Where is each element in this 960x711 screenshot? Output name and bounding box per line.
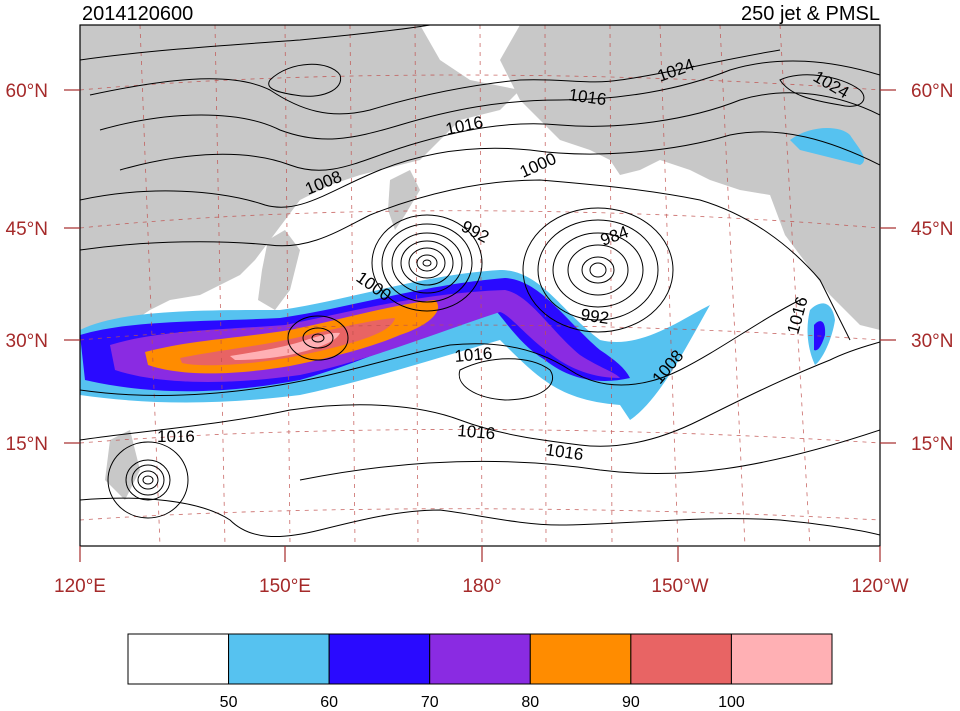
philippines-land (105, 430, 140, 500)
japan-land (258, 230, 300, 310)
lon-label: 180° (462, 576, 501, 597)
contour-label: 992 (579, 305, 610, 328)
asia-land (80, 25, 520, 375)
lat-label: 30°N (6, 331, 48, 352)
colorbar-swatch (730, 633, 833, 685)
colorbar: 50 60 70 80 90 100 (127, 633, 833, 711)
lon-label: 150°W (651, 576, 708, 597)
map-title-left: 2014120600 (82, 3, 193, 25)
colorbar-swatch (328, 633, 431, 685)
lon-label: 120°W (851, 576, 908, 597)
jet-stream-shading (80, 128, 865, 420)
lat-label: 60°N (6, 81, 48, 102)
colorbar-tick-label: 60 (320, 694, 338, 711)
lon-label: 120°E (54, 576, 106, 597)
lon-label: 150°E (259, 576, 311, 597)
lat-label: 60°N (911, 81, 953, 102)
lat-label: 15°N (6, 434, 48, 455)
lat-labels-left: 60°N 45°N 30°N 15°N (6, 81, 48, 455)
kamchatka-land (388, 170, 420, 230)
contour-label: 1016 (457, 421, 496, 443)
colorbar-tick-label: 80 (521, 694, 539, 711)
lat-labels-right: 60°N 45°N 30°N 15°N (911, 81, 953, 455)
colorbar-swatch (529, 633, 632, 685)
colorbar-tick-label: 100 (718, 694, 745, 711)
colorbar-tick-label: 70 (421, 694, 439, 711)
colorbar-swatch (429, 633, 531, 685)
lat-ticks-right (880, 89, 896, 444)
colorbar-swatch (228, 633, 330, 685)
lon-labels: 120°E 150°E 180° 150°W 120°W (54, 576, 909, 597)
north-america-land (770, 195, 880, 330)
lat-label: 30°N (911, 331, 953, 352)
map-title-right: 250 jet & PMSL (741, 3, 880, 25)
jet-band-90 (180, 318, 395, 366)
contour-label: 1016 (157, 427, 195, 446)
lat-label: 45°N (911, 219, 953, 240)
colorbar-tick-label: 90 (622, 694, 640, 711)
map-border (79, 24, 881, 547)
colorbar-swatch (630, 633, 732, 685)
lat-ticks-left (64, 89, 80, 444)
lat-label: 15°N (911, 434, 953, 455)
pmsl-contours (80, 25, 880, 538)
colorbar-swatch (127, 633, 230, 685)
colorbar-tick-label: 50 (220, 694, 238, 711)
lat-label: 45°N (6, 219, 48, 240)
contour-label: 1016 (454, 344, 493, 366)
map-plot-area: 1024 1024 1016 1016 1008 1000 992 984 10… (80, 25, 880, 546)
lon-ticks (79, 546, 881, 562)
graticule (80, 25, 880, 546)
